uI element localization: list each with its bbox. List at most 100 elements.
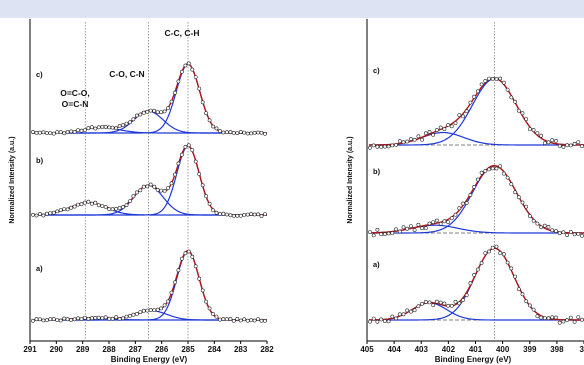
- fit-envelope: [368, 247, 584, 321]
- data-point: [114, 126, 119, 131]
- data-point: [103, 204, 108, 209]
- data-point: [531, 128, 536, 132]
- data-point: [479, 82, 484, 87]
- data-point: [65, 130, 70, 134]
- data-point: [93, 200, 98, 205]
- data-point: [197, 86, 202, 91]
- data-point: [427, 300, 432, 305]
- data-point: [434, 128, 439, 132]
- data-point: [197, 276, 202, 281]
- data-point: [114, 206, 119, 211]
- data-point: [96, 315, 101, 320]
- component-peak-1: [369, 165, 584, 234]
- data-point: [487, 167, 491, 172]
- data-point: [211, 208, 216, 213]
- data-point: [468, 193, 473, 197]
- data-point: [416, 134, 421, 139]
- data-point: [242, 212, 247, 217]
- data-point: [79, 317, 84, 322]
- data-point: [461, 114, 465, 119]
- data-point: [386, 231, 391, 236]
- data-point: [501, 171, 506, 176]
- data-point: [565, 318, 570, 322]
- peak-annotation: C-O, C-N: [109, 69, 144, 79]
- c1s-spectra-panel: 291 290 289 288 287 286 285 284 283 282 Binding En…: [9, 19, 274, 364]
- data-point: [464, 109, 469, 114]
- data-point: [390, 143, 395, 148]
- data-point: [524, 117, 529, 122]
- data-point: [134, 311, 139, 316]
- data-point: [509, 266, 514, 271]
- data-point: [93, 315, 98, 320]
- data-point: [148, 182, 153, 187]
- data-point: [390, 314, 395, 319]
- data-point: [173, 172, 177, 177]
- data-point: [221, 211, 226, 216]
- data-point: [235, 131, 240, 136]
- data-point: [423, 131, 428, 136]
- data-point: [58, 208, 63, 213]
- data-point: [207, 201, 212, 206]
- data-point: [416, 304, 421, 309]
- data-point: [490, 245, 495, 250]
- data-point: [100, 125, 105, 129]
- data-point: [371, 316, 376, 321]
- data-point: [103, 315, 108, 320]
- data-point: [405, 139, 410, 144]
- data-point: [368, 230, 372, 235]
- data-point: [45, 318, 49, 323]
- data-point: [487, 76, 491, 81]
- data-point: [501, 80, 506, 85]
- data-point: [173, 280, 177, 285]
- data-point: [186, 249, 191, 254]
- data-point: [442, 219, 447, 224]
- data-point: [259, 130, 264, 135]
- data-point: [117, 317, 122, 321]
- data-point: [128, 313, 132, 318]
- data-point: [446, 220, 451, 225]
- data-point: [494, 77, 499, 81]
- data-point: [498, 164, 503, 169]
- data-point: [34, 130, 39, 135]
- x-tick-label: 283: [234, 345, 248, 354]
- peak-annotation: C-C, C-H: [165, 28, 200, 38]
- data-point: [214, 314, 219, 319]
- data-point: [190, 254, 195, 259]
- data-point: [457, 113, 462, 118]
- data-point: [416, 222, 421, 227]
- x-tick-label: 403: [415, 345, 429, 354]
- data-point: [561, 230, 566, 235]
- data-point: [176, 268, 181, 273]
- data-point: [69, 205, 74, 210]
- x-tick-label: 399: [523, 345, 537, 354]
- data-point: [505, 175, 510, 180]
- data-point: [565, 143, 570, 148]
- component-peak-1: [369, 78, 584, 146]
- data-point: [107, 316, 112, 321]
- data-point: [107, 125, 112, 130]
- data-point: [155, 110, 160, 115]
- data-point: [528, 127, 532, 132]
- data-point: [576, 315, 581, 320]
- data-point: [72, 204, 77, 209]
- data-point: [490, 77, 495, 81]
- data-point: [531, 307, 536, 312]
- data-point: [183, 63, 188, 68]
- data-point: [542, 316, 547, 321]
- data-point: [207, 306, 212, 311]
- x-tick-label: 401: [469, 345, 483, 354]
- data-point: [228, 130, 233, 134]
- data-point: [516, 287, 521, 292]
- data-point: [90, 316, 94, 321]
- data-point: [509, 182, 514, 187]
- data-point: [48, 317, 53, 322]
- data-point: [423, 299, 428, 304]
- data-point: [96, 125, 101, 130]
- data-point: [483, 79, 488, 83]
- data-point: [218, 317, 222, 322]
- data-point: [550, 138, 555, 143]
- data-point: [568, 229, 573, 234]
- data-point: [169, 290, 174, 295]
- data-point: [263, 318, 267, 323]
- data-point: [501, 252, 506, 257]
